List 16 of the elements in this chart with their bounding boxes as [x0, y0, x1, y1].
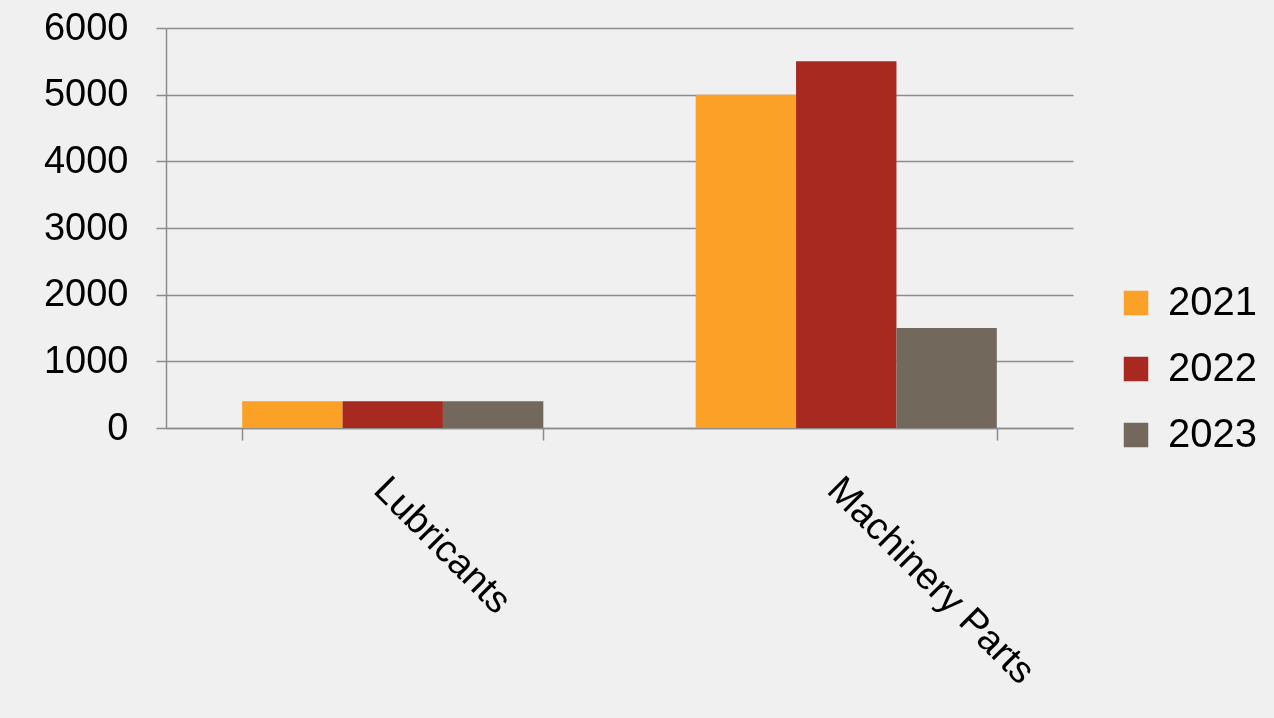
- y-tick-label: 3000: [43, 205, 129, 248]
- y-tick-label: 2000: [43, 272, 129, 315]
- bar: [896, 328, 997, 428]
- bar: [695, 94, 797, 428]
- y-tick-label: 0: [107, 405, 129, 448]
- y-tick-label: 6000: [43, 5, 129, 48]
- legend-label: 2021: [1168, 279, 1257, 323]
- bar: [342, 401, 443, 428]
- bar: [442, 401, 544, 428]
- bar: [242, 401, 343, 428]
- y-tick-label: 5000: [43, 72, 129, 115]
- y-tick-label: 1000: [43, 338, 129, 381]
- bar: [796, 61, 897, 428]
- y-tick-label: 4000: [43, 138, 129, 181]
- legend-label: 2023: [1168, 411, 1257, 455]
- legend-label: 2022: [1168, 345, 1257, 389]
